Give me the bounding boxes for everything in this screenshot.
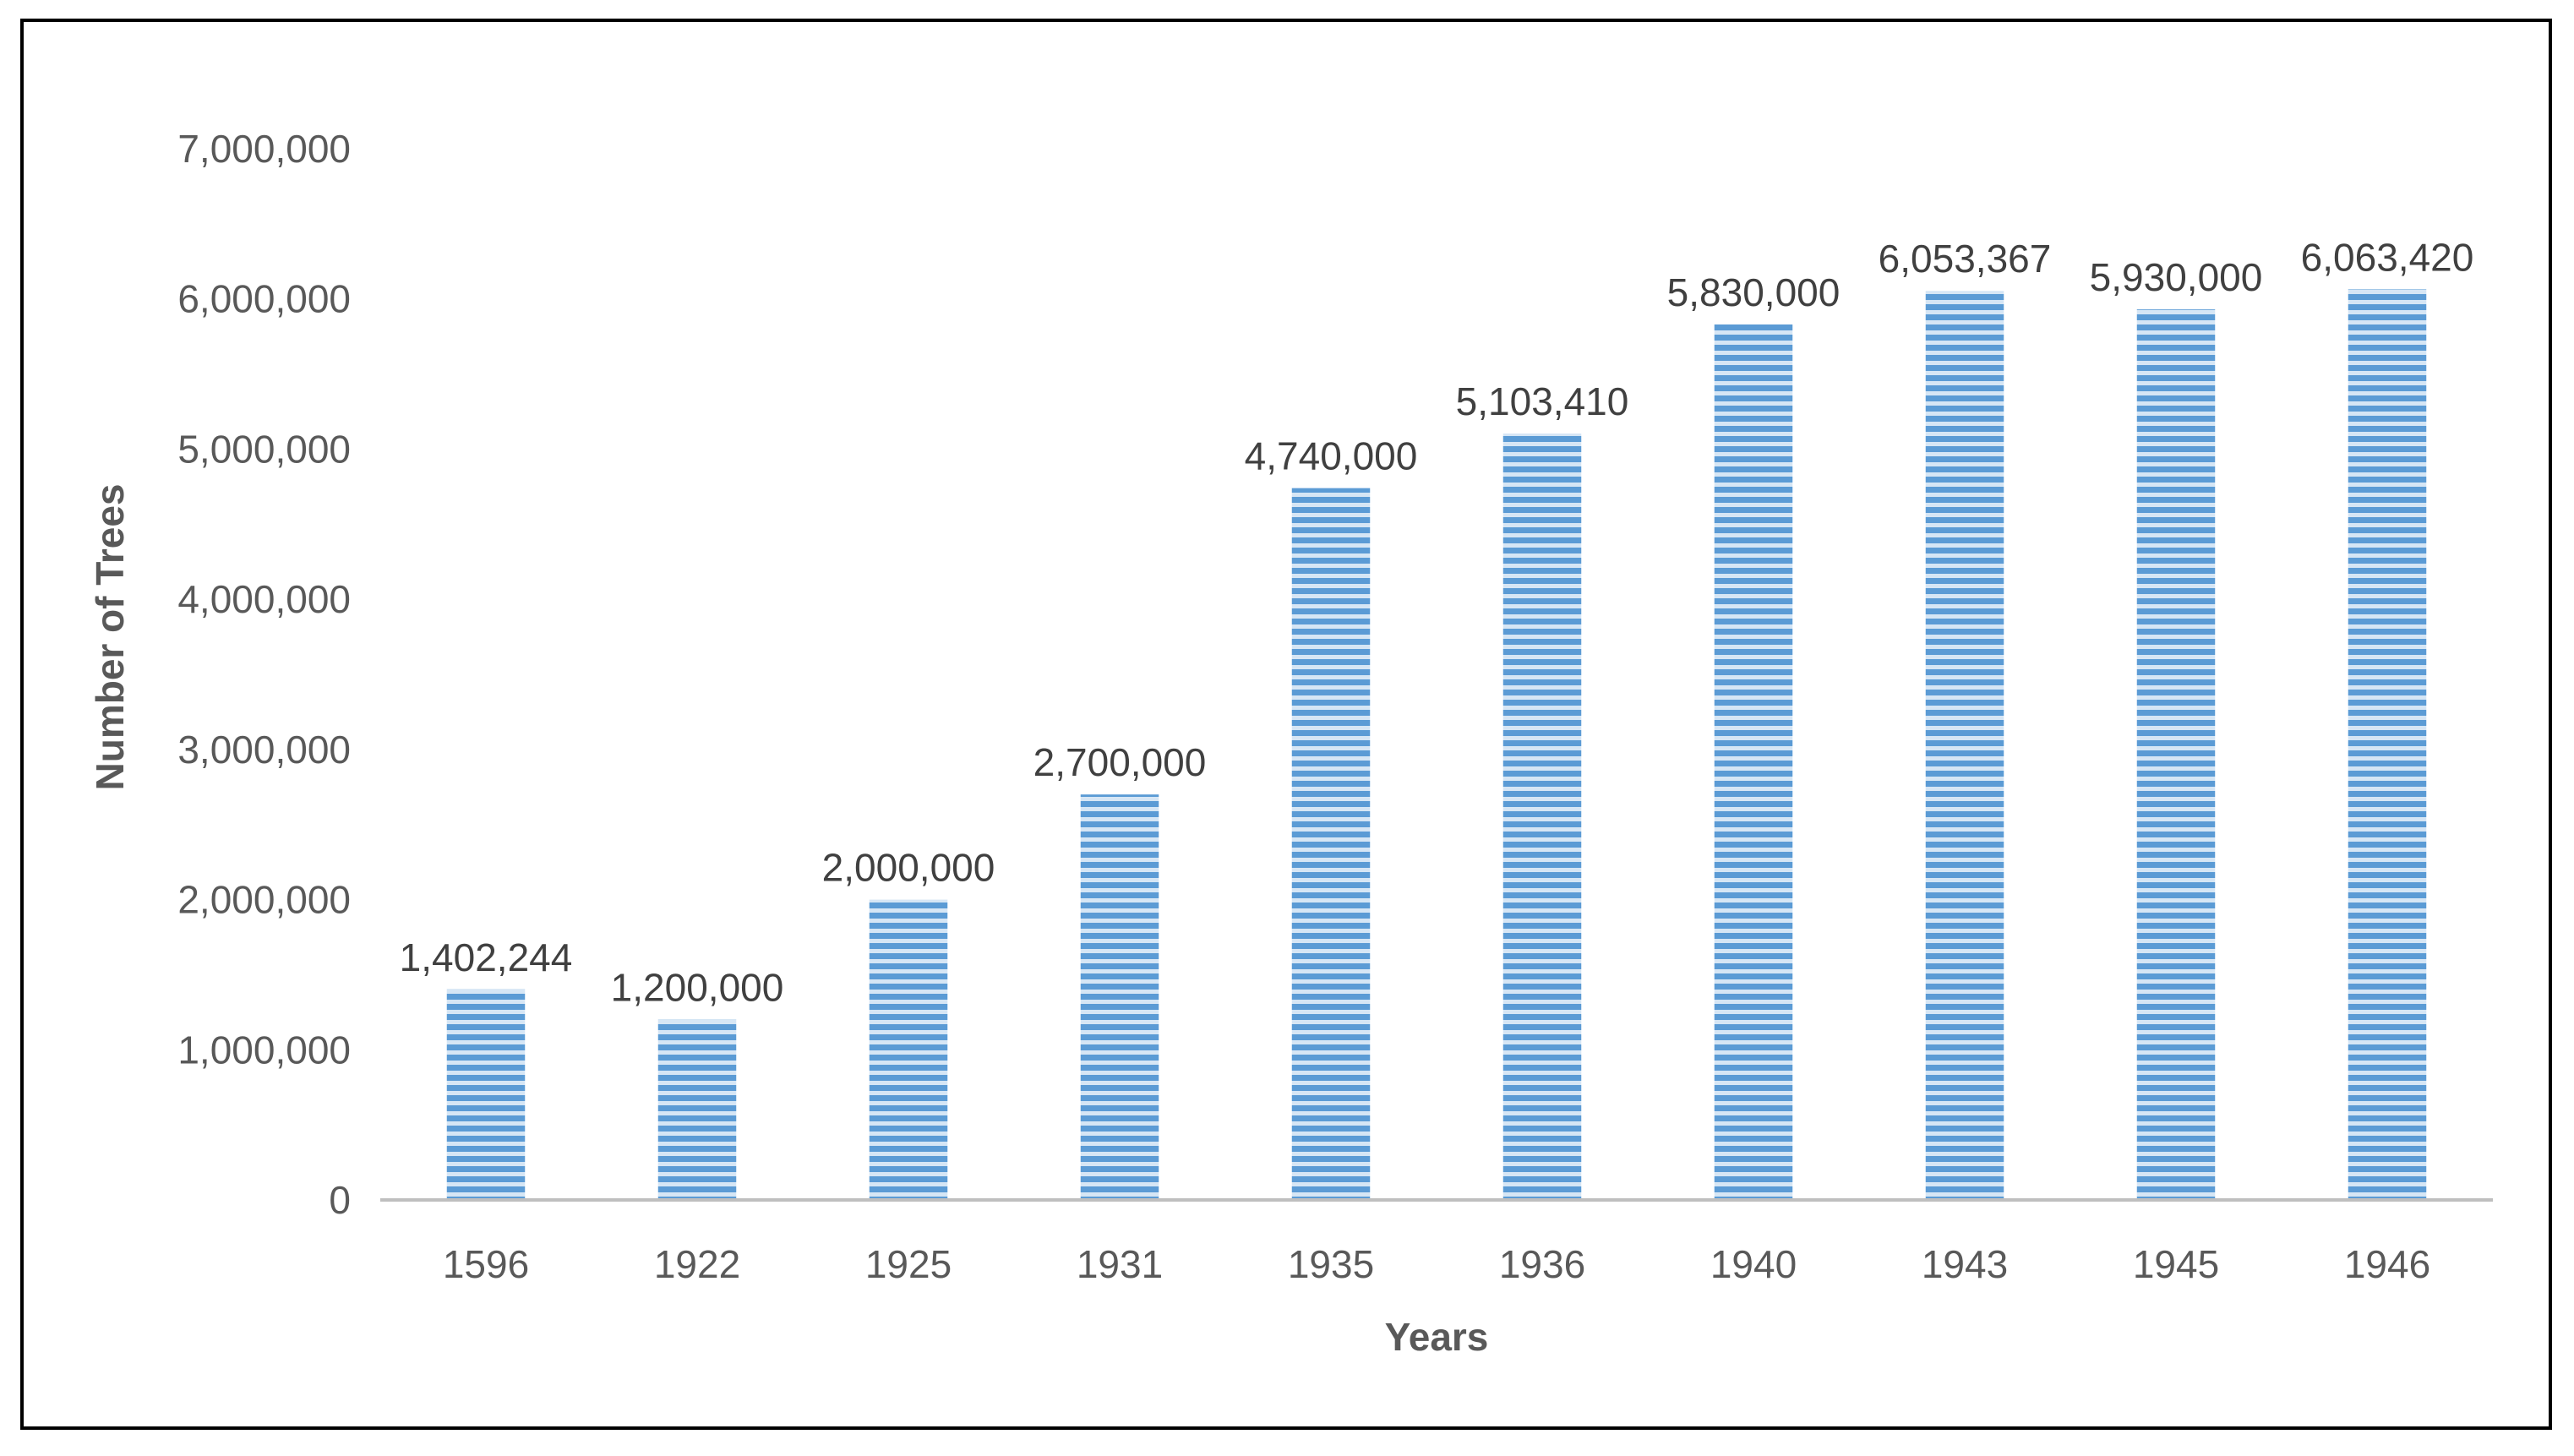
bar-1946 [2348,289,2427,1201]
y-tick-label: 0 [329,1178,351,1222]
y-tick-label: 7,000,000 [177,127,351,171]
data-label-1925: 2,000,000 [822,846,995,890]
bar-1925 [869,899,948,1200]
y-tick-label: 4,000,000 [177,577,351,621]
chart-frame [20,19,2552,1430]
data-label-1943: 6,053,367 [1879,237,2052,281]
bar-1945 [2136,309,2216,1200]
y-axis-ticks: 0 1,000,000 2,000,000 3,000,000 4,000,000 5,0… [177,127,351,1222]
x-tick-label: 1945 [2133,1242,2219,1286]
bars [446,289,2427,1201]
data-label-1931: 2,700,000 [1033,740,1207,784]
data-label-1940: 5,830,000 [1667,270,1841,314]
x-axis-ticks: 1596 1922 1925 1931 1935 1936 1940 1943 1945 1946 [443,1242,2430,1286]
y-tick-label: 6,000,000 [177,277,351,321]
x-axis-title: Years [1385,1315,1489,1359]
x-tick-label: 1596 [443,1242,529,1286]
x-tick-label: 1943 [1922,1242,2008,1286]
x-tick-label: 1940 [1710,1242,1797,1286]
bar-1936 [1502,434,1582,1200]
bar-1940 [1714,324,1793,1200]
x-tick-label: 1931 [1077,1242,1163,1286]
bar-1935 [1291,488,1371,1200]
x-tick-label: 1935 [1288,1242,1374,1286]
data-label-1936: 5,103,410 [1456,379,1629,423]
bar-1943 [1925,291,2004,1200]
data-label-1945: 5,930,000 [2090,255,2263,299]
y-tick-label: 1,000,000 [177,1028,351,1072]
x-tick-label: 1946 [2344,1242,2430,1286]
y-tick-label: 3,000,000 [177,728,351,772]
y-axis-title: Number of Trees [88,484,132,791]
y-tick-label: 5,000,000 [177,427,351,471]
data-label-1946: 6,063,420 [2301,235,2474,279]
data-label-1935: 4,740,000 [1245,434,1418,478]
data-label-1922: 1,200,000 [611,966,784,1010]
data-label-1596: 1,402,244 [400,935,573,979]
bar-1596 [446,989,526,1200]
x-tick-label: 1925 [865,1242,952,1286]
data-labels: 1,402,244 1,200,000 2,000,000 2,700,000 4,74… [400,235,2474,1009]
y-tick-label: 2,000,000 [177,878,351,922]
x-tick-label: 1936 [1499,1242,1585,1286]
bar-1931 [1080,794,1159,1200]
bar-1922 [657,1019,737,1200]
x-tick-label: 1922 [654,1242,740,1286]
